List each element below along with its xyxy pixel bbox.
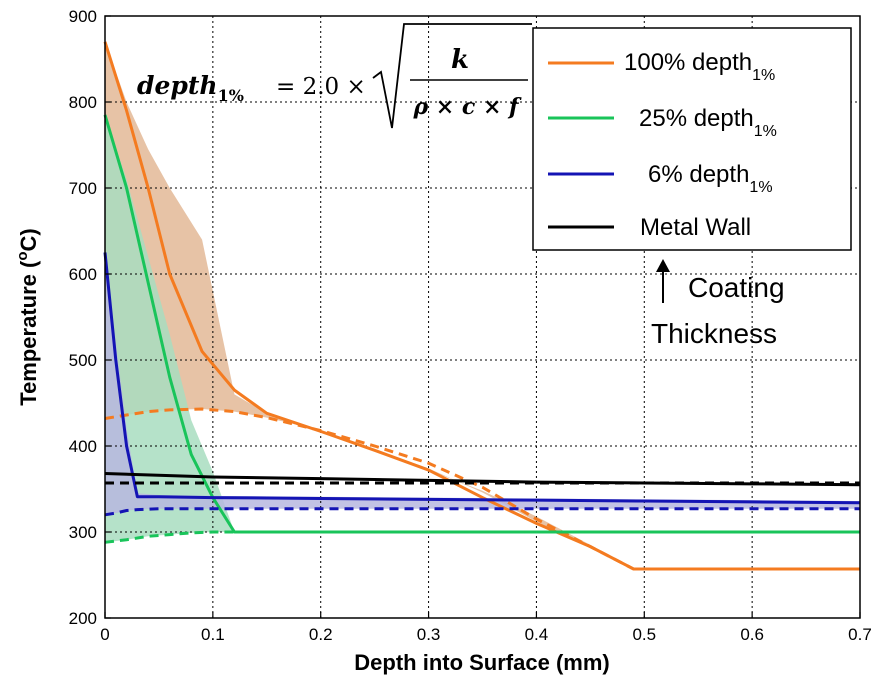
y-tick-label-1: 300	[69, 523, 97, 542]
plot-frame	[104, 15, 861, 619]
y-tick-label-2: 400	[69, 437, 97, 456]
legend: 100% depth1% 25% depth1% 6% depth1% Meta…	[532, 27, 852, 251]
arrow-head-icon	[656, 259, 670, 272]
series-dashed-0	[104, 407, 860, 571]
x-tick-label-0: 0	[100, 625, 109, 644]
series-dashed-2	[104, 507, 860, 517]
series-lines	[103, 41, 861, 571]
coating-thickness-annotation: Coating Thickness	[651, 259, 785, 349]
series-line-1	[103, 114, 860, 534]
legend-label-metal-wall: Metal Wall	[640, 214, 751, 241]
y-axis-title: Temperature (oC)	[14, 228, 41, 405]
y-tick-label-5: 700	[69, 179, 97, 198]
uncertainty-bands	[105, 41, 860, 569]
x-tick-label-2: 0.2	[309, 625, 333, 644]
y-tick-label-3: 500	[69, 351, 97, 370]
legend-label-25: 25% depth1%	[639, 105, 777, 140]
formula-lhs: depth1%	[137, 71, 244, 105]
y-tick-label-4: 600	[69, 265, 97, 284]
y-tick-label-0: 200	[69, 609, 97, 628]
formula-numerator: k	[451, 45, 469, 75]
formula-equals: = 2.0 ×	[276, 74, 366, 100]
x-tick-label-1: 0.1	[201, 625, 225, 644]
series-line-3	[104, 472, 861, 487]
x-tick-label-5: 0.5	[632, 625, 656, 644]
x-tick-label-4: 0.4	[525, 625, 549, 644]
y-tick-label-7: 900	[69, 7, 97, 26]
x-tick-label-3: 0.3	[417, 625, 441, 644]
series-dashed-1	[104, 530, 860, 544]
x-tick-label-6: 0.6	[740, 625, 764, 644]
formula-sqrt-icon	[372, 23, 532, 129]
legend-box	[532, 27, 852, 251]
y-tick-label-6: 800	[69, 93, 97, 112]
series-line-2	[103, 252, 861, 505]
formula-denominator: ρ × c × f	[413, 94, 523, 120]
x-axis-title: Depth into Surface (mm)	[354, 650, 609, 675]
legend-label-100: 100% depth1%	[624, 49, 775, 84]
x-tick-label-7: 0.7	[848, 625, 872, 644]
formula-annotation: depth1% = 2.0 × k ρ × c × f	[137, 23, 532, 129]
axis-ticks: 0 0.1 0.2 0.3 0.4 0.5 0.6 0.7 200 300 400 500 600 700…	[69, 7, 872, 644]
legend-label-6: 6% depth1%	[648, 161, 773, 196]
coating-label: Coating	[688, 272, 785, 303]
thickness-label: Thickness	[651, 318, 777, 349]
